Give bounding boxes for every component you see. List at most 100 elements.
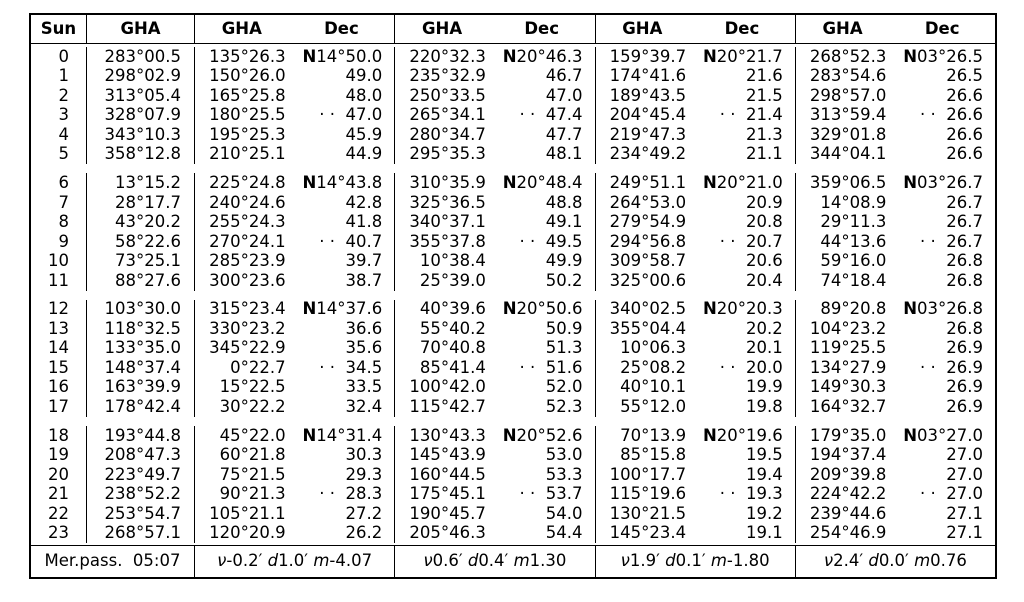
gha-value: 219°47.3 xyxy=(609,124,687,144)
gha-value: 165°25.8 xyxy=(209,85,286,105)
gha-value: 250°33.5 xyxy=(409,85,486,105)
dec-value: 19.9 xyxy=(746,377,783,397)
dec-value: 27.2 xyxy=(345,503,383,523)
sun-gha-value: 73°25.1 xyxy=(86,251,194,272)
hour-cell: 21 xyxy=(48,484,69,504)
gha-value: 115°42.7 xyxy=(409,397,486,416)
dec-hemisphere: N xyxy=(702,46,717,66)
dec-value: 47.0 xyxy=(545,85,583,105)
planet-block-3: 234°49.2 21.1 xyxy=(594,144,795,165)
hour-cell: 12 xyxy=(48,299,69,319)
gha-value: 160°44.5 xyxy=(409,464,486,484)
math-symbol: ν xyxy=(423,551,433,571)
dec-value: · · 20.7 xyxy=(719,231,783,251)
planet-block-2: 355°37.8 · · 49.5 xyxy=(394,231,594,252)
table-row: 0 283°00.5 135°26.3 N 14°50.0 220°32.3 N 20°46.… xyxy=(31,47,995,67)
planet-block-4: 104°23.2 26.8 xyxy=(794,319,995,339)
planet-block-2: 25°39.0 50.2 xyxy=(394,271,594,291)
hour-cell: 10 xyxy=(48,251,69,271)
planet-block-2: 160°44.5 53.3 xyxy=(394,464,594,485)
hour-cell: 8 xyxy=(58,212,70,232)
gha-value: 145°23.4 xyxy=(609,523,687,543)
planet-block-2: 130°43.3 N 20°52.6 xyxy=(394,425,594,446)
dec-value: 53.0 xyxy=(545,445,583,465)
gha-value: 90°21.3 xyxy=(219,484,286,504)
header-sun-label: Sun xyxy=(40,18,77,38)
gha-value: 255°24.3 xyxy=(209,212,286,232)
planet-block-2: 295°35.3 48.1 xyxy=(394,144,594,165)
table-row: 7 28°17.7 240°24.6 42.8 325°36.5 48.8 264°53.0… xyxy=(31,192,995,213)
math-symbol: m xyxy=(513,551,530,571)
gha-value: 283°54.6 xyxy=(809,66,887,86)
hour-cell: 5 xyxy=(58,144,70,164)
dec-value: N 20°21.7 xyxy=(702,46,783,66)
planet-block-4: 164°32.7 26.9 xyxy=(794,397,995,417)
table-header: Sun GHA GHA Dec GHA Dec GHA Dec GHA Dec xyxy=(31,15,995,44)
table-row: 22 253°54.7 105°21.1 27.2 190°45.7 54.0 130°21… xyxy=(31,504,995,524)
gha-value: 164°32.7 xyxy=(809,397,887,416)
planet-block-1: 75°21.5 29.3 xyxy=(194,464,394,485)
dec-value: 53.3 xyxy=(545,464,583,484)
planet-block-2: 100°42.0 52.0 xyxy=(394,377,594,398)
dec-value: 20.2 xyxy=(746,318,783,338)
math-symbol: d xyxy=(467,551,479,571)
gha-value: 29°11.3 xyxy=(820,212,887,232)
gha-value: 209°39.8 xyxy=(809,464,887,484)
gha-value: 264°53.0 xyxy=(609,192,687,212)
gha-value: 85°41.4 xyxy=(419,357,486,377)
table-row: 10 73°25.1 285°23.9 39.7 10°38.4 49.9 309°58.7… xyxy=(31,251,995,272)
gha-value: 25°39.0 xyxy=(419,270,486,290)
gha-value: 279°54.9 xyxy=(609,212,687,232)
dec-value: · · 19.3 xyxy=(719,484,783,504)
gha-value: 175°45.1 xyxy=(409,484,486,504)
dec-value: 19.2 xyxy=(746,503,783,523)
math-symbol: d xyxy=(868,551,879,571)
sun-gha-value: 133°35.0 xyxy=(86,338,194,359)
dec-value: 21.6 xyxy=(746,66,783,86)
hour-cell: 7 xyxy=(58,192,70,212)
hour-cell: 4 xyxy=(58,124,70,144)
math-symbol: m xyxy=(313,551,330,571)
planet-block-3: 279°54.9 20.8 xyxy=(594,212,795,232)
planet-block-4: 29°11.3 26.7 xyxy=(794,212,995,232)
gha-value: 315°23.4 xyxy=(209,299,286,319)
planet-block-1: 165°25.8 48.0 xyxy=(194,86,394,106)
planet-block-4: 359°06.5 N 03°26.7 xyxy=(794,172,995,193)
dec-value: · · 40.7 xyxy=(319,231,383,251)
hour-cell: 20 xyxy=(48,464,69,484)
table-row: 23 268°57.1 120°20.9 26.2 205°46.3 54.4 145°23… xyxy=(31,523,995,544)
planet-block-1: 45°22.0 N 14°31.4 xyxy=(194,425,394,446)
gha-value: 45°22.0 xyxy=(219,425,286,445)
gha-value: 359°06.5 xyxy=(809,172,887,192)
dec-value: 26.7 xyxy=(946,192,983,212)
dec-hemisphere: N xyxy=(502,172,517,192)
hour-cell: 17 xyxy=(48,397,69,416)
sun-gha-value: 358°12.8 xyxy=(86,144,194,165)
dec-value: N 14°50.0 xyxy=(302,46,383,66)
planet-block-2: 40°39.6 N 20°50.6 xyxy=(394,299,594,320)
dec-value: N 14°37.6 xyxy=(302,299,383,319)
dec-value: 21.1 xyxy=(746,144,783,164)
header-planet-block-1: GHA Dec xyxy=(194,15,394,43)
dec-value: N 14°43.8 xyxy=(302,172,383,192)
dec-value: 20.8 xyxy=(746,212,783,232)
header-gha-label: GHA xyxy=(422,18,463,38)
gha-value: 25°08.2 xyxy=(620,357,687,377)
group-spacer xyxy=(31,417,995,426)
planet-block-1: 345°22.9 35.6 xyxy=(194,338,394,359)
dec-value: 47.7 xyxy=(545,124,583,144)
group-spacer xyxy=(31,164,995,173)
dec-value: 26.9 xyxy=(946,397,983,416)
dec-value: 49.0 xyxy=(345,66,383,86)
planet-block-1: 180°25.5 · · 47.0 xyxy=(194,105,394,126)
sun-gha-value: 43°20.2 xyxy=(86,212,194,232)
gha-value: 115°19.6 xyxy=(609,484,687,504)
dec-value: 38.7 xyxy=(345,270,383,290)
planet-block-3: 249°51.1 N 20°21.0 xyxy=(594,173,795,193)
gha-value: 100°42.0 xyxy=(409,377,486,397)
gha-value: 329°01.8 xyxy=(809,124,887,144)
planet-block-3: 355°04.4 20.2 xyxy=(594,318,795,339)
table-row: 9 58°22.6 270°24.1 · · 40.7 355°37.8 · · 49.5… xyxy=(31,231,995,252)
planet-block-3: 340°02.5 N 20°20.3 xyxy=(594,299,795,320)
planet-block-2: 145°43.9 53.0 xyxy=(394,445,594,465)
